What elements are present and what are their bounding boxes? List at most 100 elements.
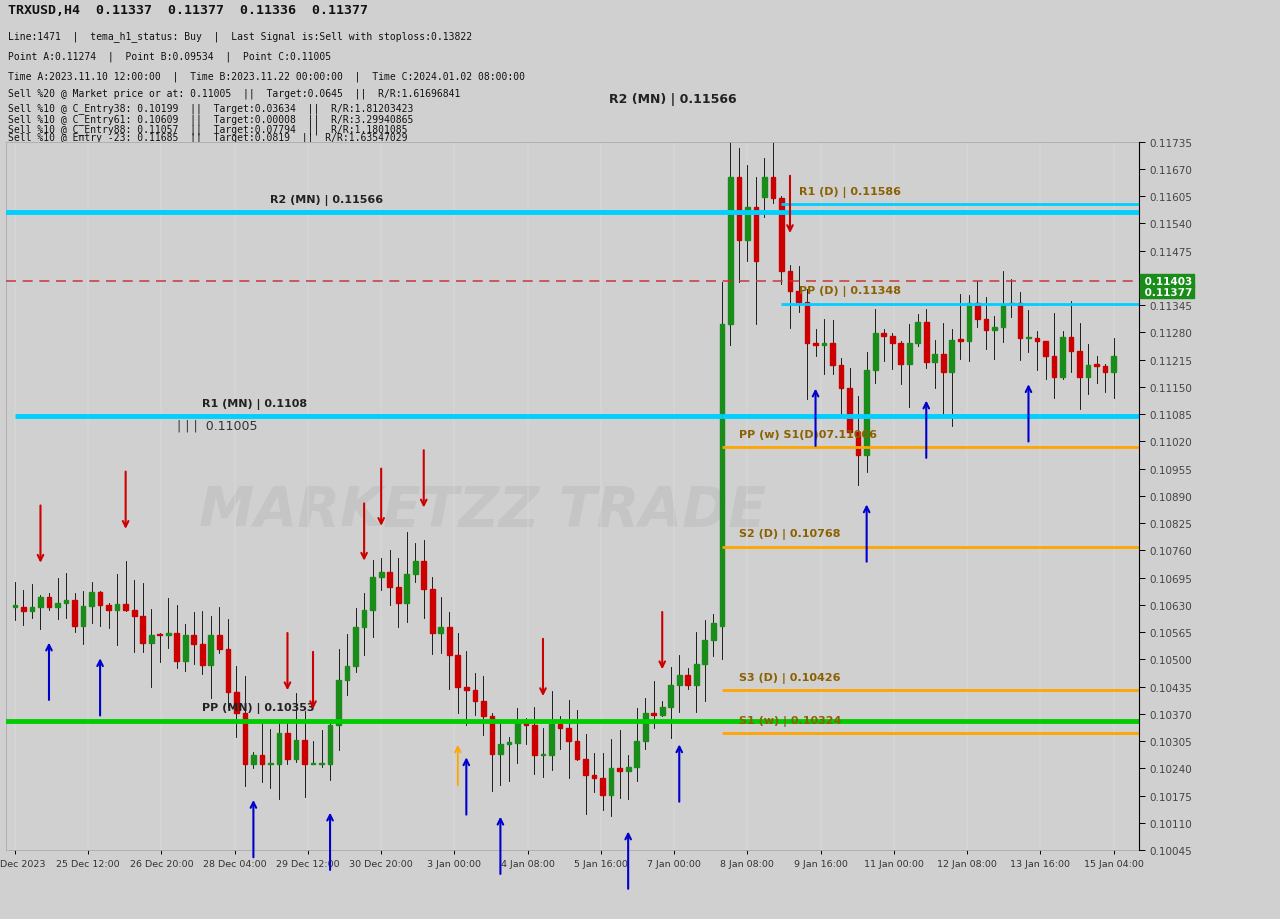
Bar <box>507 743 511 744</box>
Bar <box>558 724 562 729</box>
Bar <box>29 607 35 611</box>
Bar <box>268 763 273 765</box>
Bar <box>64 600 68 604</box>
Bar <box>123 604 128 610</box>
Bar <box>992 327 997 331</box>
Bar <box>456 655 460 687</box>
Bar <box>710 623 716 641</box>
Text: Time A:2023.11.10 12:00:00  |  Time B:2023.11.22 00:00:00  |  Time C:2024.01.02 : Time A:2023.11.10 12:00:00 | Time B:2023… <box>9 72 525 82</box>
Text: R1 (D) | 0.11586: R1 (D) | 0.11586 <box>799 187 901 198</box>
Bar <box>1085 366 1091 377</box>
Bar <box>736 178 741 241</box>
Bar <box>106 606 111 610</box>
Bar <box>813 343 818 346</box>
Bar <box>183 635 188 661</box>
Text: Target100: 0.09265  ||  Target 161: 0.0819  ||  Target 261: 0.0645  ||  Target 4: Target100: 0.09265 || Target 161: 0.0819… <box>9 161 690 172</box>
Bar <box>81 607 86 627</box>
Bar <box>873 334 878 371</box>
Bar <box>328 725 333 765</box>
Bar <box>957 340 963 341</box>
Text: S3 (D) | 0.10426: S3 (D) | 0.10426 <box>739 672 841 683</box>
Bar <box>591 775 596 777</box>
Text: S1 (w) | 0.10324: S1 (w) | 0.10324 <box>739 715 841 726</box>
Bar <box>584 759 588 775</box>
Bar <box>703 641 707 664</box>
Bar <box>157 634 163 636</box>
Bar <box>686 675 690 686</box>
Bar <box>218 635 221 649</box>
Text: PP (w) S1(D)07.11006: PP (w) S1(D)07.11006 <box>739 429 877 439</box>
Text: Sell %20 @ Market price or at: 0.11005  ||  Target:0.0645  ||  R/R:1.61696841: Sell %20 @ Market price or at: 0.11005 |… <box>9 88 461 99</box>
Text: TRXUSD,H4  0.11337  0.11377  0.11336  0.11377: TRXUSD,H4 0.11337 0.11377 0.11336 0.1137… <box>9 5 369 17</box>
Bar <box>575 742 580 759</box>
Bar <box>141 617 145 643</box>
Bar <box>13 606 17 607</box>
Bar <box>754 208 758 262</box>
Bar <box>1094 365 1100 367</box>
Bar <box>353 628 358 666</box>
Bar <box>242 713 247 765</box>
Bar <box>609 768 613 796</box>
Bar <box>489 716 494 754</box>
Bar <box>447 627 452 655</box>
Bar <box>600 777 605 796</box>
Bar <box>831 344 835 366</box>
Text: PP (MN) | 0.10353: PP (MN) | 0.10353 <box>202 703 315 714</box>
Text: R2 (MN) | 0.11566: R2 (MN) | 0.11566 <box>270 195 384 206</box>
Bar <box>950 341 954 372</box>
Text: R1 (MN) | 0.1108: R1 (MN) | 0.1108 <box>202 398 307 409</box>
Bar <box>421 562 426 589</box>
Bar <box>694 664 699 686</box>
Bar <box>975 303 979 319</box>
Bar <box>515 721 520 743</box>
Bar <box>200 645 205 665</box>
Bar <box>762 178 767 199</box>
Bar <box>677 675 682 686</box>
Bar <box>847 389 852 432</box>
Bar <box>311 763 315 765</box>
Bar <box>745 208 750 241</box>
Bar <box>890 336 895 344</box>
Bar <box>1034 338 1039 342</box>
Bar <box>302 740 307 765</box>
Bar <box>319 763 324 765</box>
Bar <box>396 587 401 604</box>
Bar <box>805 302 809 343</box>
Bar <box>1018 303 1023 339</box>
Text: Point A:0.11274  |  Point B:0.09534  |  Point C:0.11005: Point A:0.11274 | Point B:0.09534 | Poin… <box>9 51 332 62</box>
Bar <box>285 733 289 760</box>
Bar <box>388 573 392 587</box>
Bar <box>430 589 435 633</box>
Bar <box>668 686 673 708</box>
Bar <box>1009 303 1014 305</box>
Bar <box>344 666 349 680</box>
Bar <box>404 575 410 604</box>
Bar <box>38 597 42 607</box>
Text: Sell %20 @ Entry -50: 0.12144  ||  Target:0.09265  ||  R/R:1.71573302: Sell %20 @ Entry -50: 0.12144 || Target:… <box>9 141 413 152</box>
Bar <box>549 724 554 754</box>
Bar <box>1043 342 1048 357</box>
Bar <box>882 334 886 336</box>
Bar <box>635 741 639 767</box>
Bar <box>1111 357 1116 372</box>
Bar <box>413 562 417 575</box>
Bar <box>932 354 937 362</box>
Text: Sell %10 @ C_Entry38: 0.10199  ||  Target:0.03634  ||  R/R:1.81203423: Sell %10 @ C_Entry38: 0.10199 || Target:… <box>9 103 413 113</box>
Bar <box>148 636 154 643</box>
Text: PP (D) | 0.11348: PP (D) | 0.11348 <box>799 286 901 297</box>
Bar <box>225 649 230 692</box>
Bar <box>115 604 119 610</box>
Bar <box>719 324 724 626</box>
Bar <box>20 607 26 611</box>
Bar <box>864 371 869 455</box>
Bar <box>1103 367 1107 372</box>
Bar <box>362 610 366 628</box>
Bar <box>941 354 946 372</box>
Bar <box>251 754 256 765</box>
Bar <box>132 610 137 617</box>
Text: | | |  0.11005: | | | 0.11005 <box>177 419 257 432</box>
Text: Sell %20 @ Entry -88: 0.12816  ||  Target:0.08869  ||  R/R:3.92345924: Sell %20 @ Entry -88: 0.12816 || Target:… <box>9 151 413 162</box>
Bar <box>90 593 93 607</box>
Bar <box>472 690 477 701</box>
Bar <box>899 344 904 365</box>
